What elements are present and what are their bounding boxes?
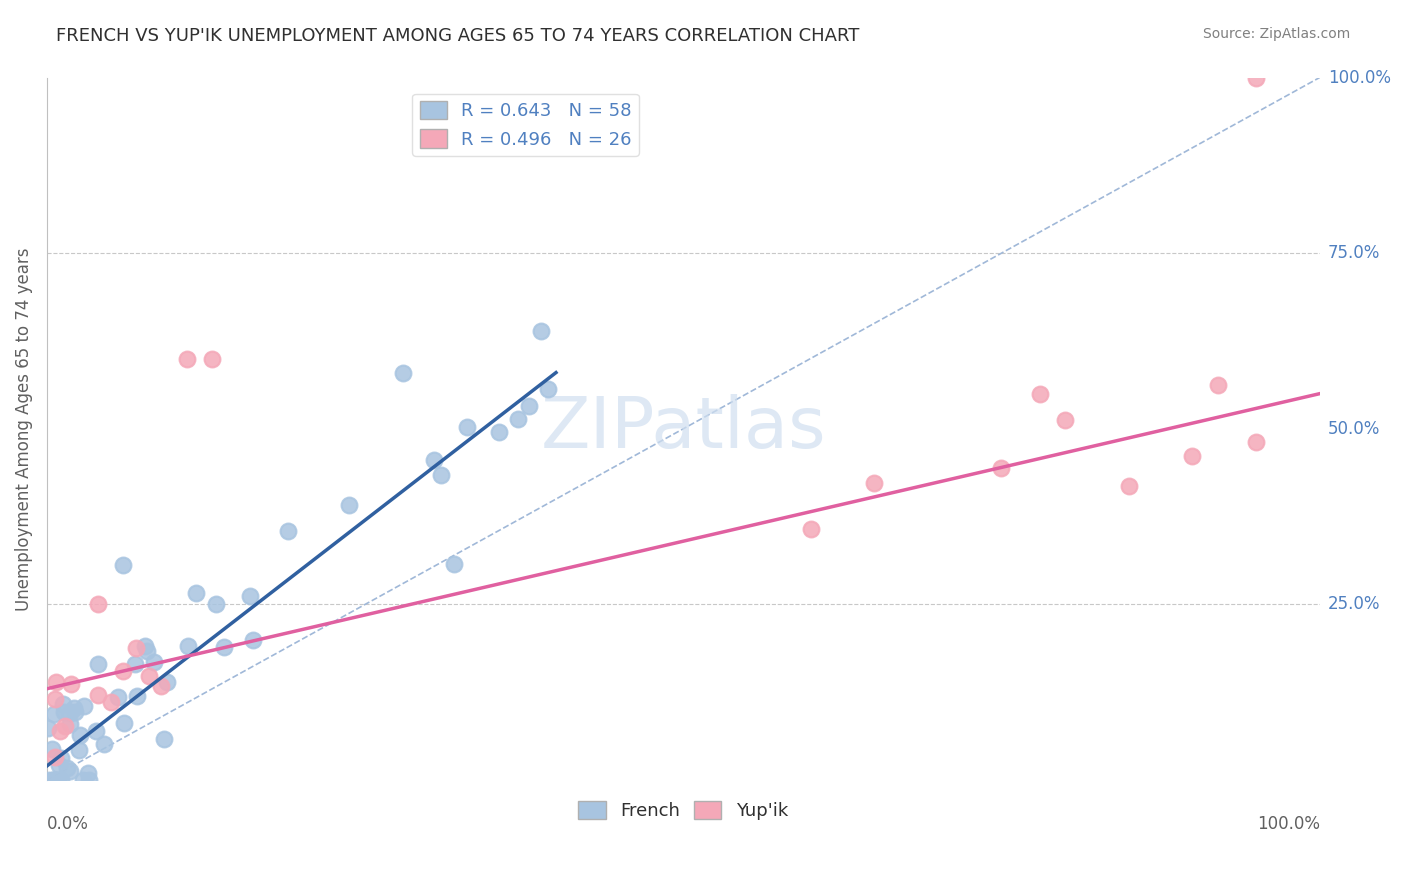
Point — [42, 773, 65, 788]
Point — [49, 723, 72, 738]
Point — [53, 719, 76, 733]
Text: 0.0%: 0.0% — [46, 815, 89, 833]
Point — [56, 761, 79, 775]
Point — [186, 585, 208, 599]
Point — [51, 773, 73, 788]
Point — [176, 351, 198, 366]
Legend: French, Yup'ik: French, Yup'ik — [571, 794, 796, 827]
Point — [134, 639, 156, 653]
Point — [152, 731, 174, 746]
Point — [73, 698, 96, 713]
Point — [69, 728, 91, 742]
Point — [44, 692, 66, 706]
Point — [135, 644, 157, 658]
Point — [156, 674, 179, 689]
Point — [506, 411, 529, 425]
Text: FRENCH VS YUP'IK UNEMPLOYMENT AMONG AGES 65 TO 74 YEARS CORRELATION CHART: FRENCH VS YUP'IK UNEMPLOYMENT AMONG AGES… — [56, 27, 859, 45]
Point — [537, 383, 560, 397]
Point — [1244, 435, 1267, 450]
Point — [125, 640, 148, 655]
Point — [214, 640, 236, 654]
Point — [111, 558, 134, 573]
Point — [59, 764, 82, 778]
Text: 25.0%: 25.0% — [1329, 596, 1381, 614]
Point — [143, 655, 166, 669]
Text: Source: ZipAtlas.com: Source: ZipAtlas.com — [1202, 27, 1350, 41]
Point — [529, 324, 551, 338]
Point — [1244, 70, 1267, 85]
Point — [87, 688, 110, 702]
Point — [77, 773, 100, 788]
Point — [799, 523, 821, 537]
Point — [52, 697, 75, 711]
Point — [242, 632, 264, 647]
Point — [42, 773, 65, 788]
Point — [124, 657, 146, 672]
Point — [87, 598, 110, 612]
Point — [100, 695, 122, 709]
Text: 75.0%: 75.0% — [1329, 244, 1381, 262]
Text: ZIPatlas: ZIPatlas — [540, 394, 827, 463]
Point — [48, 757, 70, 772]
Point — [337, 498, 360, 512]
Point — [112, 664, 135, 678]
Point — [67, 743, 90, 757]
Point — [42, 707, 65, 722]
Point — [488, 425, 510, 440]
Point — [517, 399, 540, 413]
Point — [423, 452, 446, 467]
Point — [1118, 479, 1140, 493]
Text: 100.0%: 100.0% — [1329, 69, 1391, 87]
Point — [93, 737, 115, 751]
Point — [138, 669, 160, 683]
Point — [53, 705, 76, 719]
Point — [429, 467, 451, 482]
Point — [63, 700, 86, 714]
Point — [112, 716, 135, 731]
Text: 50.0%: 50.0% — [1329, 420, 1381, 438]
Point — [49, 751, 72, 765]
Point — [443, 557, 465, 571]
Point — [42, 773, 65, 788]
Point — [37, 721, 59, 735]
Point — [177, 639, 200, 653]
Point — [1181, 449, 1204, 463]
Point — [44, 750, 66, 764]
Point — [45, 675, 67, 690]
Point — [456, 420, 478, 434]
Point — [205, 597, 228, 611]
Point — [77, 766, 100, 780]
Point — [150, 680, 173, 694]
Point — [44, 773, 66, 788]
Point — [392, 366, 415, 380]
Point — [277, 524, 299, 538]
Point — [59, 706, 82, 720]
Point — [63, 705, 86, 719]
Point — [38, 773, 60, 788]
Y-axis label: Unemployment Among Ages 65 to 74 years: Unemployment Among Ages 65 to 74 years — [15, 247, 32, 610]
Point — [125, 689, 148, 703]
Point — [107, 690, 129, 704]
Text: 100.0%: 100.0% — [1257, 815, 1320, 833]
Point — [41, 742, 63, 756]
Point — [59, 677, 82, 691]
Point — [863, 475, 886, 490]
Point — [46, 773, 69, 788]
Point — [1206, 377, 1229, 392]
Point — [1054, 413, 1077, 427]
Point — [84, 723, 107, 738]
Point — [1028, 386, 1050, 401]
Point — [87, 657, 110, 671]
Point — [46, 773, 69, 788]
Point — [72, 773, 94, 788]
Point — [201, 351, 224, 366]
Point — [990, 460, 1012, 475]
Point — [59, 716, 82, 731]
Point — [239, 589, 262, 603]
